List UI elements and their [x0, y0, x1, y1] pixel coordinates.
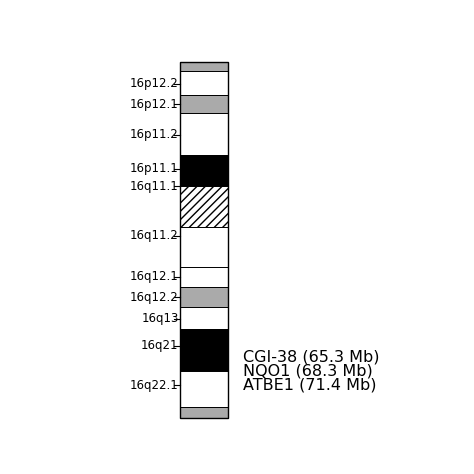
Text: 16q13: 16q13	[141, 312, 179, 325]
Text: 16q11.2: 16q11.2	[130, 229, 179, 242]
Text: 16q12.1: 16q12.1	[130, 271, 179, 283]
Text: 16q11.1: 16q11.1	[130, 180, 179, 193]
Text: ATBE1 (71.4 Mb): ATBE1 (71.4 Mb)	[243, 378, 376, 393]
Bar	[181, 63, 228, 72]
Bar	[181, 63, 228, 418]
Polygon shape	[181, 186, 228, 227]
Bar	[181, 407, 228, 418]
Text: 16q12.2: 16q12.2	[130, 291, 179, 303]
Text: 16p11.1: 16p11.1	[130, 163, 179, 175]
Text: 16p12.2: 16p12.2	[130, 77, 179, 91]
Bar	[181, 186, 228, 227]
Bar	[181, 155, 228, 179]
Text: 16q21: 16q21	[141, 339, 179, 353]
Text: CGI-38 (65.3 Mb): CGI-38 (65.3 Mb)	[243, 349, 379, 365]
Polygon shape	[181, 155, 228, 179]
Bar	[181, 113, 228, 155]
Bar	[181, 287, 228, 307]
Bar	[181, 329, 228, 371]
Bar	[181, 267, 228, 287]
Bar	[181, 307, 228, 329]
Bar	[181, 371, 228, 407]
Bar	[181, 95, 228, 113]
Bar	[181, 72, 228, 95]
Text: 16p11.2: 16p11.2	[130, 128, 179, 141]
Text: 16p12.1: 16p12.1	[130, 98, 179, 111]
Bar	[181, 155, 228, 186]
Text: NQO1 (68.3 Mb): NQO1 (68.3 Mb)	[243, 363, 373, 378]
Text: 16q22.1: 16q22.1	[130, 379, 179, 392]
Bar	[181, 227, 228, 267]
Bar	[181, 179, 228, 186]
